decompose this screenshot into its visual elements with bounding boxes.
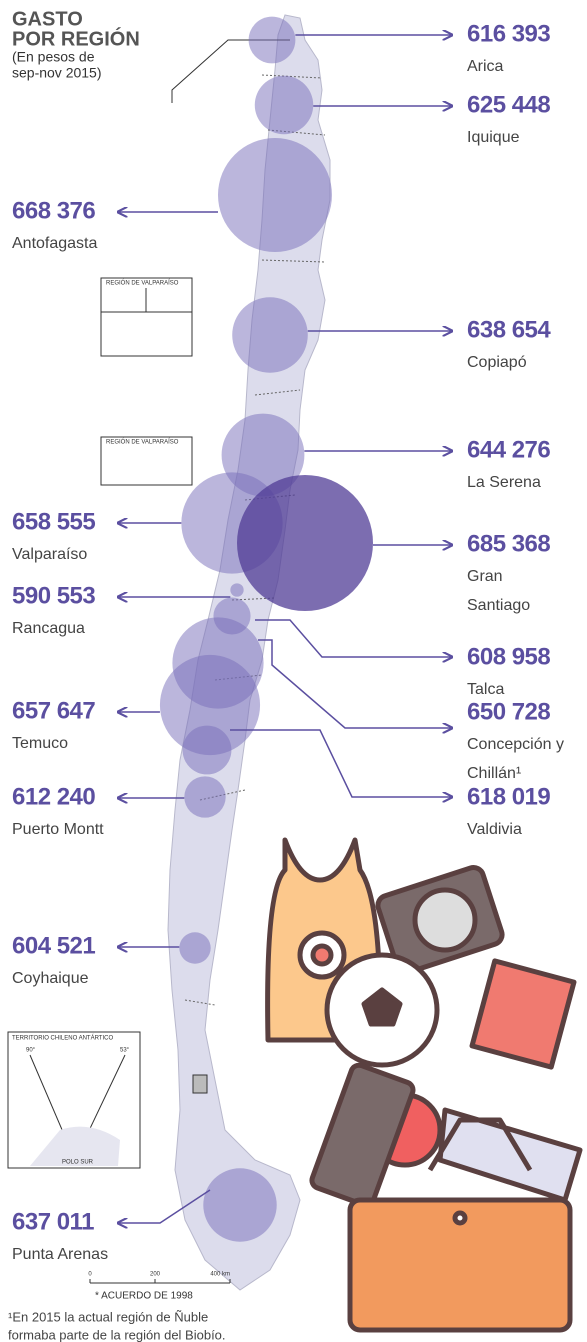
connector: [118, 1189, 211, 1223]
value-label: 638 654: [467, 316, 551, 343]
spending-bubble: [217, 137, 333, 253]
region-name: Coyhaique: [12, 970, 89, 987]
value-label: 668 376: [12, 197, 95, 224]
region-name: Punta Arenas: [12, 1246, 108, 1263]
region-name: Concepción y: [467, 736, 564, 753]
spending-bubble: [184, 776, 226, 818]
region-name: Antofagasta: [12, 235, 98, 252]
region-name: Rancagua: [12, 620, 85, 637]
value-label: 618 019: [467, 783, 550, 810]
value-label: 650 728: [467, 698, 550, 725]
value-label: 657 647: [12, 697, 95, 724]
value-label: 644 276: [467, 436, 550, 463]
spending-bubble: [232, 297, 308, 373]
subtitle: (En pesos de: [12, 49, 95, 65]
connector: [255, 619, 452, 657]
value-label: 612 240: [12, 783, 95, 810]
region-name: Talca: [467, 681, 504, 698]
inset-label: 90°: [26, 1048, 36, 1054]
value-label: 637 011: [12, 1208, 94, 1235]
scale-note: * ACUERDO DE 1998: [95, 1291, 193, 1302]
region-name: Valdivia: [467, 821, 522, 838]
connector: [258, 639, 452, 728]
value-label: 590 553: [12, 582, 95, 609]
region-name: Temuco: [12, 735, 68, 752]
region-name: Chillán¹: [467, 765, 521, 782]
inset: [100, 436, 193, 486]
scale-label: 400 km: [210, 1272, 230, 1278]
title: POR REGIÓN: [12, 26, 140, 50]
region-name: La Serena: [467, 474, 541, 491]
shopping-illustration: [265, 837, 583, 1333]
spending-bubble: [248, 16, 296, 64]
subtitle: sep-nov 2015): [12, 65, 102, 81]
value-label: 625 448: [467, 91, 550, 118]
footnote: ¹En 2015 la actual región de Ñuble: [8, 1309, 208, 1324]
region-name: Iquique: [467, 129, 520, 146]
spending-bubble: [230, 583, 244, 597]
value-label: 608 958: [467, 643, 550, 670]
scale-label: 0: [88, 1272, 92, 1278]
value-label: 685 368: [467, 530, 550, 557]
title: GASTO: [12, 8, 83, 30]
footnote: formaba parte de la región del Biobío.: [8, 1327, 226, 1342]
region-name: Copiapó: [467, 354, 527, 371]
value-label: 616 393: [467, 20, 550, 47]
inset-label: POLO SUR: [62, 1160, 94, 1166]
region-name: Gran: [467, 568, 503, 585]
region-name: Valparaíso: [12, 546, 87, 563]
scale-bar: 0 200 400 km: [88, 1272, 231, 1284]
connector: [230, 729, 452, 797]
region-name: Santiago: [467, 597, 530, 614]
value-label: 604 521: [12, 932, 95, 959]
spending-bubble: [237, 475, 373, 611]
scale-label: 200: [150, 1272, 161, 1278]
inset-label: TERRITORIO CHILENO ANTÁRTICO: [12, 1035, 113, 1042]
inset: [100, 277, 193, 357]
inset-label: REGIÓN DE VALPARAÍSO: [106, 439, 179, 446]
value-label: 658 555: [12, 508, 95, 535]
spending-bubble: [182, 725, 232, 775]
inset-label: REGIÓN DE VALPARAÍSO: [106, 280, 179, 287]
region-name: Puerto Montt: [12, 821, 104, 838]
region-name: Arica: [467, 58, 504, 75]
spending-bubble: [254, 75, 314, 135]
inset-label: 53°: [120, 1048, 130, 1054]
spending-bubble: [203, 1168, 277, 1242]
inset-marker: [192, 1074, 208, 1094]
spending-bubble: [179, 932, 211, 964]
